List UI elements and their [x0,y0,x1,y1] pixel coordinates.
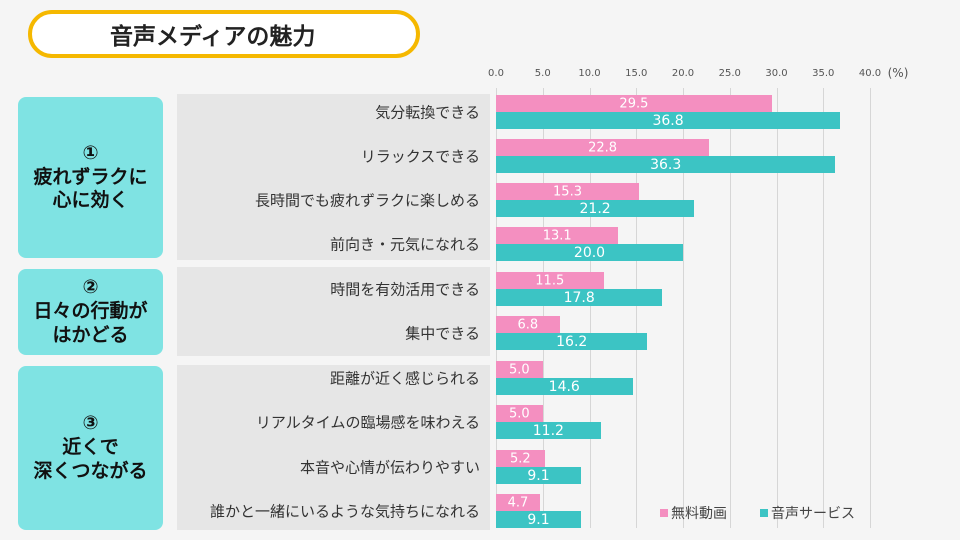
category-label: 気分転換できる [375,103,480,122]
data-label: 5.2 [509,451,531,467]
legend-swatch [760,509,768,517]
bar-audio-service [496,200,695,217]
bar-audio-service [496,333,648,350]
bar-free-video [496,272,604,289]
category-number: ① [82,141,99,164]
bar-audio-service [496,289,663,306]
data-label: 36.3 [650,157,682,173]
bar-audio-service [496,156,836,173]
bar-free-video [496,494,540,511]
gridline [729,88,731,528]
unit-label: (%) [887,66,909,80]
bar-free-video [496,316,560,333]
category-label: リアルタイムの臨場感を味わえる [255,413,480,432]
category-label: 距離が近く感じられる [329,369,480,388]
category-label: 長時間でも疲れずラクに楽しめる [254,191,480,210]
category-box-2: ② 日々の行動が はかどる [18,269,163,355]
x-tick-label: 30.0 [765,68,788,79]
bar-audio-service [496,244,683,261]
data-label: 4.7 [507,495,529,511]
category-line: はかどる [52,323,129,346]
gridline [496,88,497,528]
data-label: 20.0 [573,245,606,261]
data-label: 5.0 [509,406,530,422]
data-label: 9.1 [527,468,550,484]
gridline [636,88,638,528]
category-box-1: ① 疲れずラクに 心に効く [18,97,163,258]
bar-free-video [496,405,543,422]
gridline [823,88,825,528]
legend-swatch [660,509,668,517]
category-number: ② [82,276,99,299]
category-label: リラックスできる [360,147,480,166]
x-tick-label: 25.0 [718,68,741,79]
category-label: 誰かと一緒にいるような気持ちになれる [209,502,480,521]
data-label: 14.6 [548,379,580,395]
x-tick-label: 10.0 [578,68,601,79]
data-label: 21.2 [579,201,611,217]
bar-free-video [496,95,772,112]
x-tick-label: 5.0 [534,68,551,79]
x-tick-label: 40.0 [858,68,882,79]
bar-free-video [496,361,543,378]
x-tick-label: 35.0 [812,68,835,79]
label-panel-3 [177,365,490,530]
bar-free-video [496,139,710,156]
page-title: 音声メディアの魅力 [110,24,316,50]
data-label: 5.0 [509,362,530,378]
category-line: 日々の行動が [33,300,148,323]
category-label: 時間を有効活用できる [330,280,480,299]
data-label: 36.8 [652,113,684,129]
data-label: 16.2 [556,334,588,350]
data-label: 17.8 [563,290,595,306]
category-number: ③ [82,412,99,435]
x-tick-label: 15.0 [625,68,648,79]
x-tick-label: 0.0 [488,68,504,79]
bar-audio-service [496,378,633,395]
data-label: 22.8 [588,140,618,156]
category-line: 心に効く [52,189,129,212]
category-line: 疲れずラクに [33,165,148,188]
gridline [776,88,778,528]
bar-audio-service [496,467,582,484]
label-panel-2 [177,267,490,356]
bar-free-video [496,183,640,200]
category-box-3: ③ 近くで 深くつながる [18,366,163,530]
data-label: 6.8 [517,317,539,333]
legend-label: 無料動画 [671,506,727,522]
gridline [683,88,684,528]
title-pill: 音声メディアの魅力 [28,10,420,58]
legend-audio-service: 音声サービス [760,503,855,523]
data-label: 11.2 [532,423,564,439]
data-label: 13.1 [542,228,572,244]
gridline [870,88,871,528]
category-label: 前向き・元気になれる [329,235,480,254]
category-label: 本音や心情が伝わりやすい [299,458,480,477]
bar-free-video [496,227,619,244]
x-tick-label: 20.0 [671,68,695,79]
gridline [589,88,591,528]
category-line: 近くで [62,436,119,459]
label-panel-1 [177,94,490,260]
category-line: 深くつながる [33,459,148,482]
data-label: 15.3 [553,184,582,200]
bar-free-video [496,450,545,467]
legend-label: 音声サービス [771,506,855,522]
category-label: 集中できる [405,324,480,343]
legend-free-video: 無料動画 [660,503,727,523]
data-label: 11.5 [535,273,565,289]
data-label: 29.5 [619,96,649,112]
data-label: 9.1 [527,512,550,528]
bar-audio-service [496,112,841,129]
bar-audio-service [496,422,601,439]
bar-audio-service [496,511,582,528]
gridline [542,88,544,528]
